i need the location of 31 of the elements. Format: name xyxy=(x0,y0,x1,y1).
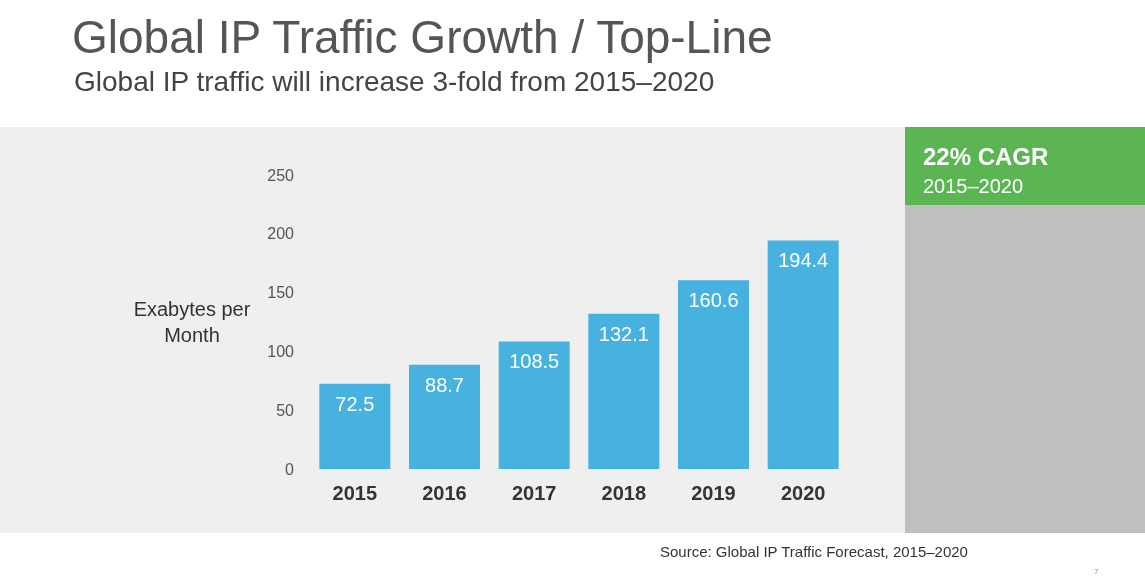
y-tick-label: 100 xyxy=(267,342,295,360)
x-tick-label: 2017 xyxy=(511,482,557,504)
data-label: 194.4 xyxy=(778,249,829,272)
y-axis-title: Exabytes per Month xyxy=(133,298,251,346)
data-label: 88.7 xyxy=(425,373,464,396)
y-tick-label: 250 xyxy=(267,166,295,184)
bar xyxy=(767,240,839,469)
bar xyxy=(678,280,749,469)
data-label: 160.6 xyxy=(688,289,739,312)
y-tick-label: 50 xyxy=(276,401,295,419)
x-tick-label: 2015 xyxy=(332,482,378,504)
y-tick-label: 200 xyxy=(267,225,295,243)
source-note: Source: Global IP Traffic Forecast, 2015–2020 xyxy=(660,543,968,560)
y-tick-label: 0 xyxy=(285,460,295,478)
data-label: 72.5 xyxy=(335,392,375,415)
data-label: 132.1 xyxy=(598,322,649,345)
text: 22% CAGR xyxy=(923,143,1049,171)
bar xyxy=(319,383,391,469)
x-tick-label: 2016 xyxy=(422,482,467,504)
chart-title: Global IP Traffic Growth / Top-Line xyxy=(72,10,773,64)
bar xyxy=(409,364,480,469)
x-tick-label: 2020 xyxy=(780,482,826,504)
y-tick-label: 150 xyxy=(267,284,295,302)
text: 7 xyxy=(1094,567,1099,576)
bar xyxy=(588,313,660,469)
chart-subtitle: Global IP traffic will increase 3-fold from 2015–2020 xyxy=(74,66,715,98)
x-tick-label: 2019 xyxy=(691,482,736,504)
text: 2015–2020 xyxy=(923,175,1024,198)
x-tick-label: 2018 xyxy=(601,482,647,504)
bar xyxy=(498,341,570,469)
data-label: 108.5 xyxy=(509,350,560,373)
